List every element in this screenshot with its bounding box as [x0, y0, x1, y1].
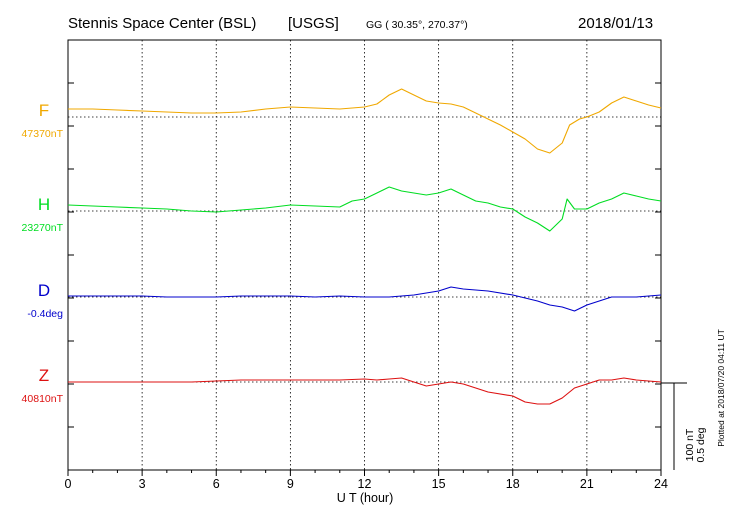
series-baseline-z: 40810nT	[22, 393, 64, 405]
date-label: 2018/01/13	[578, 15, 653, 32]
coordinates-label: GG ( 30.35°, 270.37°)	[366, 19, 468, 31]
agency-label: [USGS]	[288, 15, 339, 32]
x-tick-label-15: 15	[432, 477, 446, 491]
scale-nt-label: 100 nT	[684, 428, 696, 461]
series-lines	[67, 88, 662, 405]
series-name-h: H	[38, 195, 50, 214]
series-baseline-d: -0.4deg	[27, 308, 63, 320]
series-line-f	[68, 88, 662, 154]
x-axis-label: U T (hour)	[337, 491, 394, 505]
series-baseline-f: 47370nT	[22, 128, 64, 140]
series-labels: F 47370nT H 23270nT D -0.4deg Z 40810nT	[22, 101, 64, 405]
x-axis-ticks	[67, 82, 662, 476]
scale-deg-label: 0.5 deg	[695, 427, 707, 462]
x-tick-label-18: 18	[506, 477, 520, 491]
series-baseline-h: 23270nT	[22, 222, 64, 234]
scale-bar: 100 nT 0.5 deg	[661, 382, 707, 470]
station-title: Stennis Space Center (BSL)	[68, 15, 256, 32]
x-tick-label-9: 9	[287, 477, 294, 491]
series-line-h	[67, 186, 662, 232]
series-line-z	[68, 377, 662, 405]
plotted-note: Plotted at 2018/07/20 04:11 UT	[716, 329, 726, 447]
x-tick-label-24: 24	[654, 477, 668, 491]
series-name-z: Z	[39, 366, 49, 385]
x-tick-label-6: 6	[213, 477, 220, 491]
x-axis-tick-labels: 0 3 6 9 12 15 18 21 24	[65, 477, 668, 491]
x-tick-label-3: 3	[139, 477, 146, 491]
grid-lines	[141, 40, 588, 470]
series-name-f: F	[39, 101, 49, 120]
x-tick-label-12: 12	[358, 477, 372, 491]
series-line-d	[68, 286, 662, 312]
x-tick-label-21: 21	[580, 477, 594, 491]
series-name-d: D	[38, 281, 50, 300]
x-tick-label-0: 0	[65, 477, 72, 491]
